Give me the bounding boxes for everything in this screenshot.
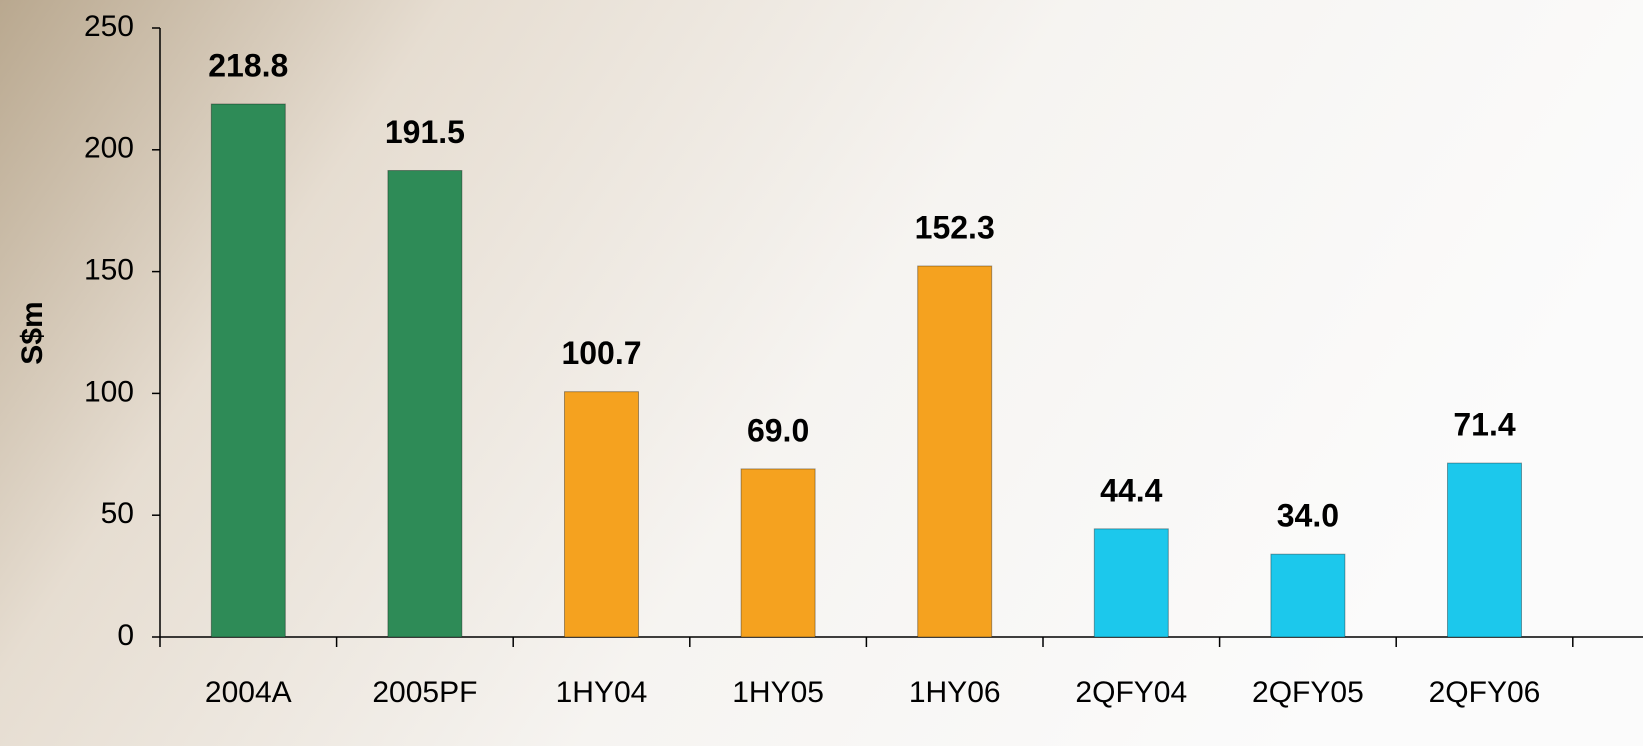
- x-tick-label: 2004A: [205, 676, 292, 709]
- y-tick-label: 50: [101, 497, 134, 530]
- x-tick-label: 2QFY05: [1252, 676, 1364, 709]
- bar: [1447, 462, 1522, 638]
- y-tick-label: 0: [117, 619, 134, 652]
- bar: [387, 170, 463, 638]
- bar: [1093, 528, 1169, 638]
- bar: [1270, 553, 1346, 638]
- x-tick-label: 1HY06: [909, 676, 1001, 709]
- y-axis-label: S$m: [16, 301, 49, 364]
- y-tick-label: 100: [84, 375, 134, 408]
- bar: [740, 468, 816, 638]
- bar: [917, 265, 993, 638]
- value-label: 191.5: [385, 114, 465, 150]
- value-label: 100.7: [561, 335, 641, 371]
- value-label: 69.0: [747, 412, 809, 448]
- bar: [210, 103, 286, 638]
- value-label: 218.8: [208, 47, 288, 83]
- y-tick-label: 150: [84, 254, 134, 287]
- value-label: 44.4: [1100, 472, 1162, 508]
- value-label: 152.3: [915, 209, 995, 245]
- x-tick-label: 2QFY06: [1429, 676, 1541, 709]
- x-tick-label: 1HY04: [556, 676, 648, 709]
- x-tick-label: 2QFY04: [1075, 676, 1187, 709]
- bar: [564, 391, 639, 638]
- y-tick-label: 200: [84, 132, 134, 165]
- value-label: 71.4: [1453, 407, 1515, 443]
- value-label: 34.0: [1277, 498, 1339, 534]
- y-tick-label: 250: [84, 10, 134, 43]
- x-tick-label: 1HY05: [732, 676, 824, 709]
- x-tick-label: 2005PF: [372, 676, 477, 709]
